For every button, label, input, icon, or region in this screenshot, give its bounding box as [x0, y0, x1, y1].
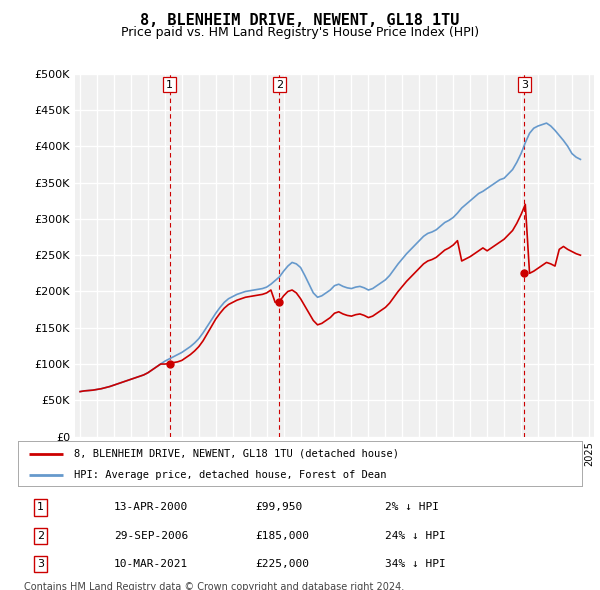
Text: £225,000: £225,000: [255, 559, 309, 569]
Text: 34% ↓ HPI: 34% ↓ HPI: [385, 559, 445, 569]
Text: 1: 1: [166, 80, 173, 90]
Text: 29-SEP-2006: 29-SEP-2006: [114, 530, 188, 540]
Text: Contains HM Land Registry data © Crown copyright and database right 2024.
This d: Contains HM Land Registry data © Crown c…: [23, 582, 404, 590]
Text: HPI: Average price, detached house, Forest of Dean: HPI: Average price, detached house, Fore…: [74, 470, 387, 480]
Text: 2: 2: [37, 530, 44, 540]
Text: 8, BLENHEIM DRIVE, NEWENT, GL18 1TU (detached house): 8, BLENHEIM DRIVE, NEWENT, GL18 1TU (det…: [74, 449, 400, 458]
Text: Price paid vs. HM Land Registry's House Price Index (HPI): Price paid vs. HM Land Registry's House …: [121, 26, 479, 39]
Text: 2: 2: [275, 80, 283, 90]
Text: 1: 1: [37, 503, 44, 512]
Text: 2% ↓ HPI: 2% ↓ HPI: [385, 503, 439, 512]
Text: 24% ↓ HPI: 24% ↓ HPI: [385, 530, 445, 540]
Text: 13-APR-2000: 13-APR-2000: [114, 503, 188, 512]
Text: 3: 3: [521, 80, 528, 90]
Text: 8, BLENHEIM DRIVE, NEWENT, GL18 1TU: 8, BLENHEIM DRIVE, NEWENT, GL18 1TU: [140, 13, 460, 28]
Text: 3: 3: [37, 559, 44, 569]
Text: £185,000: £185,000: [255, 530, 309, 540]
Text: £99,950: £99,950: [255, 503, 302, 512]
Text: 10-MAR-2021: 10-MAR-2021: [114, 559, 188, 569]
